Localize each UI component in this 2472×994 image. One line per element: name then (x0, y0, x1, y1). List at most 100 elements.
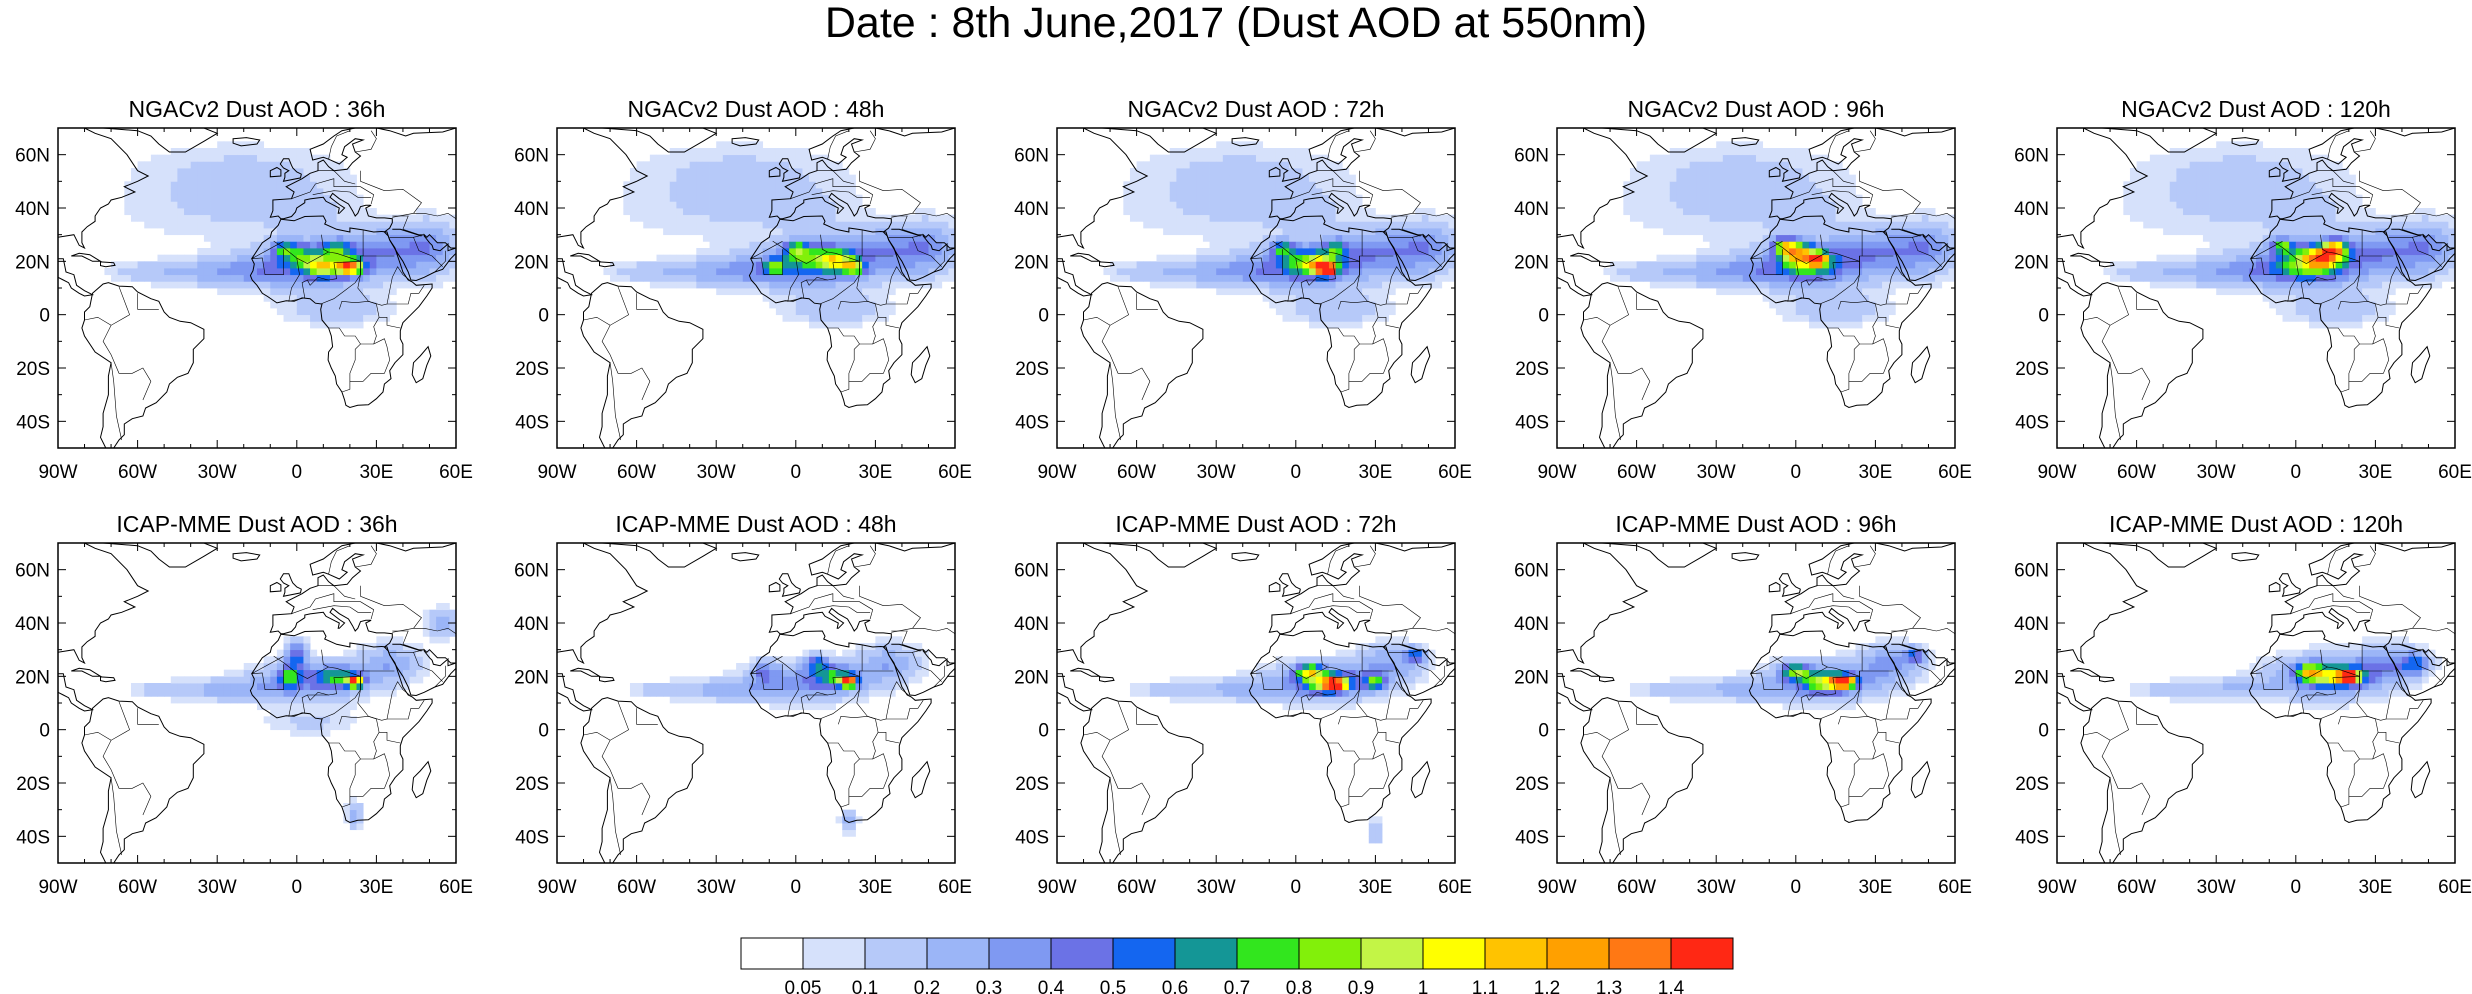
colorbar-swatch (740, 937, 804, 970)
country-border (2412, 627, 2455, 634)
lat-tick-label: 40N (1014, 199, 1049, 220)
map-panel: 60N 40N 20N 0 20S 40S 90W 60W 30W 0 30E 60E ICAP-MME… (1014, 511, 1472, 898)
country-border (2317, 585, 2355, 600)
country-border (1787, 673, 1828, 717)
country-border (1348, 338, 1390, 382)
country-border (1886, 285, 1924, 305)
colorbar-label: 0.4 (1038, 978, 1065, 994)
country-border (1083, 731, 1111, 741)
lat-tick-label: 40S (16, 412, 50, 433)
country-border (1109, 362, 1121, 441)
lat-tick-label: 0 (2038, 306, 2049, 327)
panel-title: NGACv2 Dust AOD : 120h (2121, 96, 2391, 122)
country-border (1854, 545, 1876, 568)
coastline-southAmerica (1580, 697, 1704, 863)
coastline-madagascar (2410, 760, 2431, 799)
lat-tick-label: 20N (2014, 252, 2049, 273)
coastline-outlines (1057, 543, 1455, 863)
country-border (750, 241, 783, 275)
coastline-arabiaBorder (392, 228, 422, 237)
country-border (1412, 237, 1442, 267)
map-panel: 60N 40N 20N 0 20S 40S 90W 60W 30W 0 30E 60E NGACv2 D… (1514, 96, 1972, 483)
lat-tick-label: 20N (514, 667, 549, 688)
coastline-britain (1278, 573, 1301, 597)
coastline-cuba (2070, 252, 2102, 262)
country-border (817, 170, 855, 185)
coastline-cuba (570, 667, 602, 677)
lat-tick-label: 20N (15, 667, 50, 688)
dust-aod-field (2057, 543, 2455, 863)
coastline-northAmerica (2057, 128, 2149, 250)
coastline-britain (778, 158, 801, 182)
coastline-cuba (71, 252, 103, 262)
lon-tick-label: 30W (1197, 877, 1236, 898)
country-border (251, 656, 284, 690)
country-border (1790, 593, 1874, 620)
coastline-europeAsia (2268, 543, 2455, 697)
lon-tick-label: 60E (2438, 877, 2472, 898)
colorbar-swatch (1298, 937, 1362, 970)
colorbar-swatch (1050, 937, 1114, 970)
lat-tick-label: 0 (39, 306, 50, 327)
colorbar-swatch (1236, 937, 1300, 970)
lat-tick-label: 20S (2015, 774, 2049, 795)
coastline-hispaniola (2099, 676, 2115, 683)
coastline-greenland (602, 543, 718, 568)
lat-tick-label: 0 (1038, 306, 1049, 327)
coastline-greenland (103, 128, 219, 153)
coastline-africa (748, 215, 932, 409)
country-border (2378, 317, 2400, 329)
lat-tick-label: 40N (1014, 614, 1049, 635)
country-border (901, 644, 924, 650)
country-border (1933, 665, 1945, 688)
country-border (1856, 256, 1909, 306)
country-border (413, 212, 456, 219)
lon-tick-label: 30E (359, 462, 393, 483)
country-border (84, 731, 112, 741)
country-border (1320, 234, 1328, 253)
lat-tick-label: 20N (1014, 252, 1049, 273)
colorbar: 0.05 0.1 0.2 0.3 0.4 0.5 0.6 0.7 0.8 0.9 1 1.1 1.2 1.… (740, 937, 1734, 994)
panel-title: ICAP-MME Dust AOD : 72h (1115, 511, 1396, 537)
coastline-ireland (1768, 166, 1781, 178)
lat-tick-label: 20S (515, 774, 549, 795)
country-border (2317, 170, 2355, 185)
coastline-hispaniola (100, 676, 116, 683)
coastline-cuba (2070, 667, 2102, 677)
coastline-iceland (232, 552, 261, 562)
country-border (2287, 673, 2328, 717)
country-border (827, 742, 860, 760)
lat-tick-label: 60N (1014, 146, 1049, 167)
lat-tick-label: 60N (2014, 561, 2049, 582)
lon-tick-label: 30W (198, 877, 237, 898)
coastline-northAmerica (2057, 543, 2149, 665)
colorbar-label: 0.8 (1286, 978, 1312, 994)
country-border (2287, 258, 2328, 302)
lon-tick-label: 60W (118, 462, 157, 483)
coastline-northAmerica (557, 543, 649, 665)
country-border (1827, 130, 1850, 160)
country-border (838, 715, 879, 808)
panel-title: ICAP-MME Dust AOD : 96h (1615, 511, 1896, 537)
coastline-arabiaBorder (891, 643, 921, 652)
country-border (1327, 130, 1350, 160)
coastline-southAmerica (81, 282, 205, 448)
coastline-africa (1748, 630, 1932, 824)
country-border (878, 732, 900, 744)
coastline-africa (1248, 630, 1432, 824)
country-border (2327, 545, 2350, 575)
coastline-outlines (2057, 128, 2455, 448)
coastline-britain (2278, 158, 2301, 182)
lon-tick-label: 30W (1697, 877, 1736, 898)
country-border (827, 130, 850, 160)
lon-tick-label: 60E (2438, 462, 2472, 483)
lon-tick-label: 90W (2037, 462, 2076, 483)
country-border (434, 250, 446, 273)
country-border (2391, 630, 2408, 645)
lat-tick-label: 0 (1538, 306, 1549, 327)
country-border (379, 317, 401, 329)
lat-tick-label: 40N (2014, 614, 2049, 635)
lat-tick-label: 40S (515, 412, 549, 433)
country-border (1878, 732, 1900, 744)
country-border (1636, 293, 1658, 310)
